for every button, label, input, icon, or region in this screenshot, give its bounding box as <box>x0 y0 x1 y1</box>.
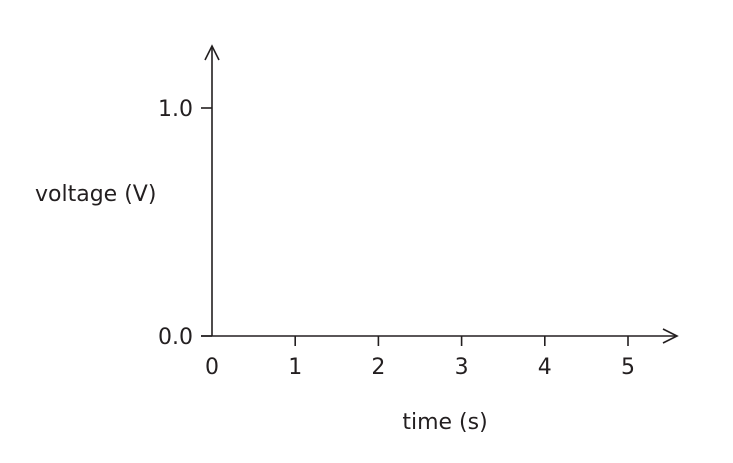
y-axis-arrowhead <box>204 44 220 61</box>
x-tick-label: 2 <box>371 355 385 380</box>
y-tick-label: 1.0 <box>158 97 193 122</box>
x-axis-arrowhead <box>662 328 679 344</box>
y-ticks: 0.0 1.0 <box>158 97 212 350</box>
x-axis <box>201 328 679 344</box>
y-axis-label: voltage (V) <box>35 182 156 207</box>
x-tick-label: 1 <box>288 355 302 380</box>
x-tick-label: 3 <box>455 355 469 380</box>
x-tick-label: 0 <box>205 355 219 380</box>
x-tick-label: 5 <box>621 355 635 380</box>
y-tick-label: 0.0 <box>158 325 193 350</box>
x-axis-label: time (s) <box>402 410 487 435</box>
x-tick-label: 4 <box>538 355 552 380</box>
x-ticks: 0 1 2 3 4 5 <box>205 336 635 380</box>
y-axis <box>204 44 220 336</box>
